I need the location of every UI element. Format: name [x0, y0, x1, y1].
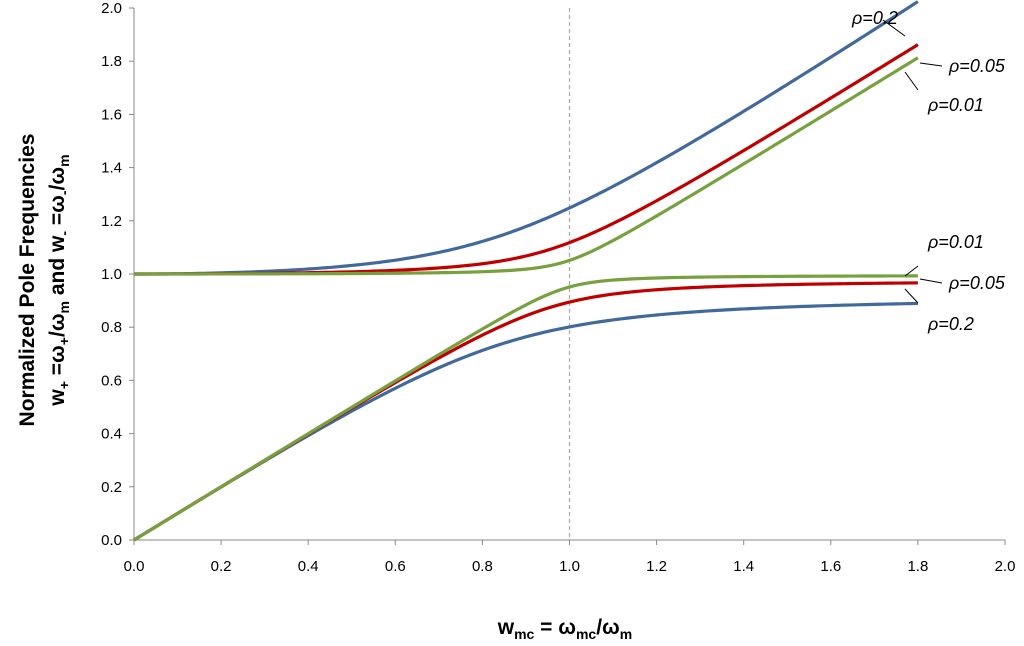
x-tick-label: 0.6 — [385, 558, 406, 575]
x-axis-title: wmc = ωmc/ωm — [497, 616, 633, 642]
x-tick-label: 1.4 — [733, 558, 754, 575]
series-line-upper-rho-0.05 — [134, 43, 919, 276]
series-line-upper-rho-0.2 — [134, 0, 919, 276]
y-tick-label: 1.8 — [101, 53, 122, 70]
x-tick-label: 2.0 — [995, 558, 1016, 575]
y-axis-title-line1: Normalized Pole Frequencies — [16, 134, 39, 427]
x-axis-ticks: 0.0 0.2 0.4 0.6 0.8 1.0 1.2 1.4 1.6 1.8 2.0 — [124, 540, 1016, 575]
x-tick-label: 1.0 — [559, 558, 580, 575]
annotation-leader-line — [919, 62, 943, 67]
series-line-lower-rho-0.01 — [133, 274, 918, 542]
y-axis-title: Normalized Pole Frequencies w+ =ω+/ωm an… — [16, 134, 72, 427]
annotation-label-lower-rho-0.05: ρ=0.05 — [948, 273, 1006, 293]
x-tick-label: 0.4 — [298, 558, 319, 575]
y-tick-label: 0.8 — [101, 319, 122, 336]
annotations: ρ=0.2 ρ=0.05 ρ=0.01 ρ=0.01 ρ=0.05 ρ=0.2 — [851, 8, 1006, 334]
series-lines — [133, 0, 919, 542]
y-tick-label: 0.0 — [101, 532, 122, 549]
y-tick-label: 2.0 — [101, 0, 122, 17]
x-tick-label: 0.2 — [211, 558, 232, 575]
annotation-label-lower-rho-0.2: ρ=0.2 — [927, 314, 974, 334]
x-tick-label: 0.8 — [472, 558, 493, 575]
annotation-leader-line — [904, 71, 919, 91]
y-tick-label: 0.2 — [101, 479, 122, 496]
annotation-leader-line — [904, 288, 919, 304]
annotation-leader-line — [904, 265, 919, 277]
y-tick-label: 1.4 — [101, 160, 122, 177]
y-tick-label: 1.2 — [101, 213, 122, 230]
y-tick-label: 0.6 — [101, 372, 122, 389]
annotation-leader-line — [919, 278, 943, 284]
annotation-label-lower-rho-0.01: ρ=0.01 — [927, 232, 984, 252]
x-tick-label: 1.8 — [907, 558, 928, 575]
annotation-leader-line — [882, 19, 906, 37]
x-tick-label: 0.0 — [124, 558, 145, 575]
y-axis-title-line2: w+ =ω+/ωm and w- =ω-/ωm — [46, 154, 72, 406]
series-line-lower-rho-0.2 — [133, 301, 918, 542]
y-axis-ticks: 0.0 0.2 0.4 0.6 0.8 1.0 1.2 1.4 1.6 1.8 2.0 — [101, 0, 134, 549]
series-line-lower-rho-0.05 — [133, 281, 918, 542]
y-tick-label: 1.6 — [101, 106, 122, 123]
x-tick-label: 1.2 — [646, 558, 667, 575]
annotation-label-upper-rho-0.2: ρ=0.2 — [851, 8, 898, 28]
y-tick-label: 1.0 — [101, 266, 122, 283]
y-tick-label: 0.4 — [101, 426, 122, 443]
x-tick-label: 1.6 — [820, 558, 841, 575]
annotation-label-upper-rho-0.01: ρ=0.01 — [927, 95, 984, 115]
annotation-label-upper-rho-0.05: ρ=0.05 — [948, 56, 1006, 76]
series-line-upper-rho-0.01 — [134, 56, 919, 276]
